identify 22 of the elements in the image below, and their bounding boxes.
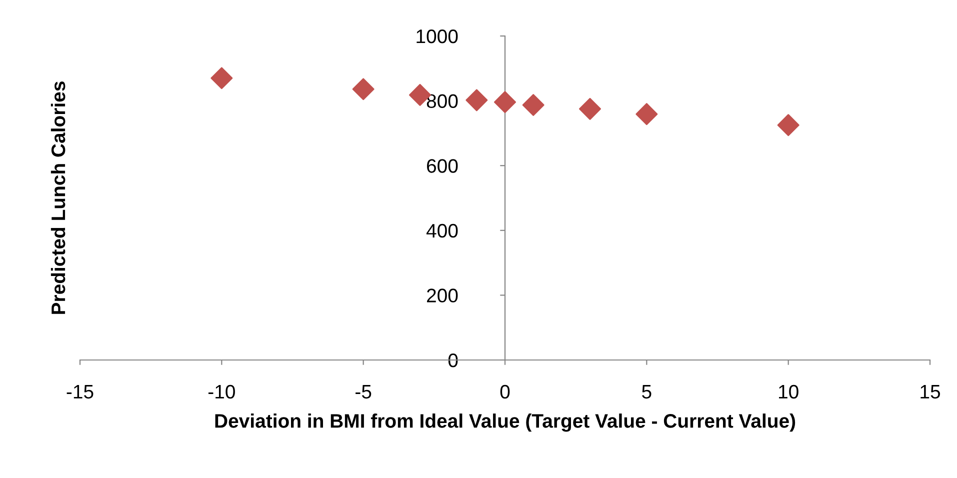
y-axis-title: Predicted Lunch Calories [50, 82, 66, 314]
point [210, 67, 233, 90]
x-tick-label: -5 [356, 385, 372, 399]
x-axis-title: Deviation in BMI from Ideal Value (Target Value - Current Value) [215, 414, 796, 432]
x-tick-label: 15 [920, 385, 940, 399]
y-tick-label: 400 [426, 224, 458, 238]
x-tick-label: 0 [500, 384, 510, 399]
x-tick-label: 10 [779, 384, 798, 399]
y-tick-label: 200 [427, 288, 458, 302]
point [522, 94, 544, 116]
y-tick-label: 1000 [416, 29, 458, 44]
point [466, 89, 488, 112]
x-tick-label: -10 [208, 384, 235, 399]
x-tick-label: -15 [66, 385, 94, 399]
y-tick-label: 600 [427, 159, 458, 173]
point [352, 78, 374, 100]
x-tick-label: 5 [642, 385, 652, 399]
point [777, 114, 800, 136]
point [579, 98, 601, 120]
point [636, 103, 658, 126]
y-tick-label: 800 [426, 94, 458, 108]
point [494, 91, 516, 114]
